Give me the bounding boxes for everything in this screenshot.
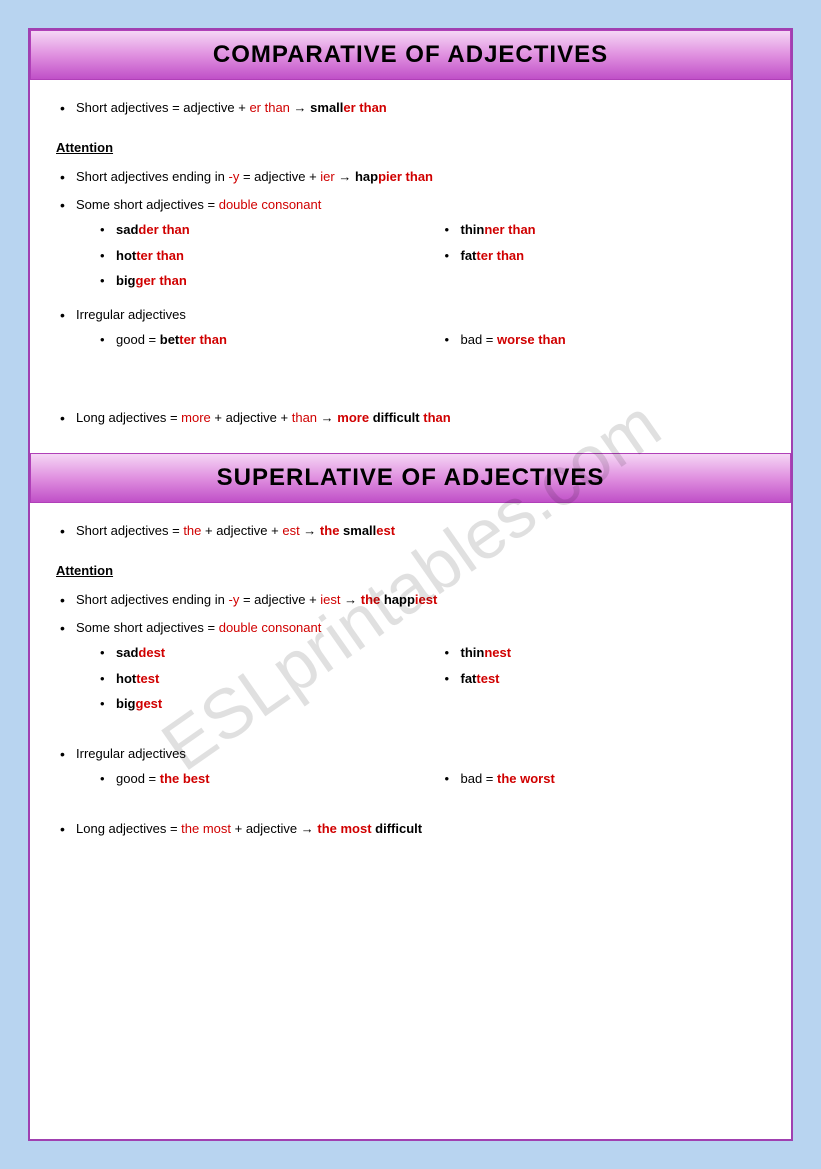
example-worse: bad = worse than <box>443 330 766 350</box>
rule-long-adj-sup: Long adjectives = the most + adjective →… <box>56 819 765 839</box>
rule-long-adj: Long adjectives = more + adjective + tha… <box>56 408 765 428</box>
rule-short-adj: Short adjectives = adjective + er than →… <box>56 98 765 118</box>
rule-irregular: Irregular adjectives good = better than … <box>56 305 765 356</box>
comparative-title: COMPARATIVE OF ADJECTIVES <box>31 41 790 69</box>
attention-label: Attention <box>56 138 765 158</box>
example-better: good = better than <box>98 330 421 350</box>
worksheet-page: ESLprintables.com COMPARATIVE OF ADJECTI… <box>28 28 793 1141</box>
superlative-title: SUPERLATIVE OF ADJECTIVES <box>31 464 790 492</box>
superlative-header: SUPERLATIVE OF ADJECTIVES <box>30 453 791 503</box>
example-sadder: sadder than <box>98 220 421 240</box>
example-hotter: hotter than <box>98 246 421 266</box>
rule-short-adj-sup: Short adjectives = the + adjective + est… <box>56 521 765 541</box>
example-thinnest: thinnest <box>443 643 766 663</box>
superlative-content: Short adjectives = the + adjective + est… <box>30 503 791 864</box>
example-best: good = the best <box>98 769 421 789</box>
rule-y-ending-sup: Short adjectives ending in -y = adjectiv… <box>56 590 765 610</box>
example-fatter: fatter than <box>443 246 766 266</box>
rule-double-consonant-sup: Some short adjectives = double consonant… <box>56 618 765 720</box>
rule-double-consonant: Some short adjectives = double consonant… <box>56 195 765 297</box>
example-fattest: fattest <box>443 669 766 689</box>
example-bigger: bigger than <box>98 271 421 291</box>
example-saddest: saddest <box>98 643 421 663</box>
example-worst: bad = the worst <box>443 769 766 789</box>
attention-label-sup: Attention <box>56 561 765 581</box>
comparative-content: Short adjectives = adjective + er than →… <box>30 80 791 453</box>
rule-irregular-sup: Irregular adjectives good = the best bad… <box>56 744 765 795</box>
rule-y-ending: Short adjectives ending in -y = adjectiv… <box>56 167 765 187</box>
example-hottest: hottest <box>98 669 421 689</box>
example-thinner: thinner than <box>443 220 766 240</box>
comparative-header: COMPARATIVE OF ADJECTIVES <box>30 30 791 80</box>
example-biggest: biggest <box>98 694 421 714</box>
